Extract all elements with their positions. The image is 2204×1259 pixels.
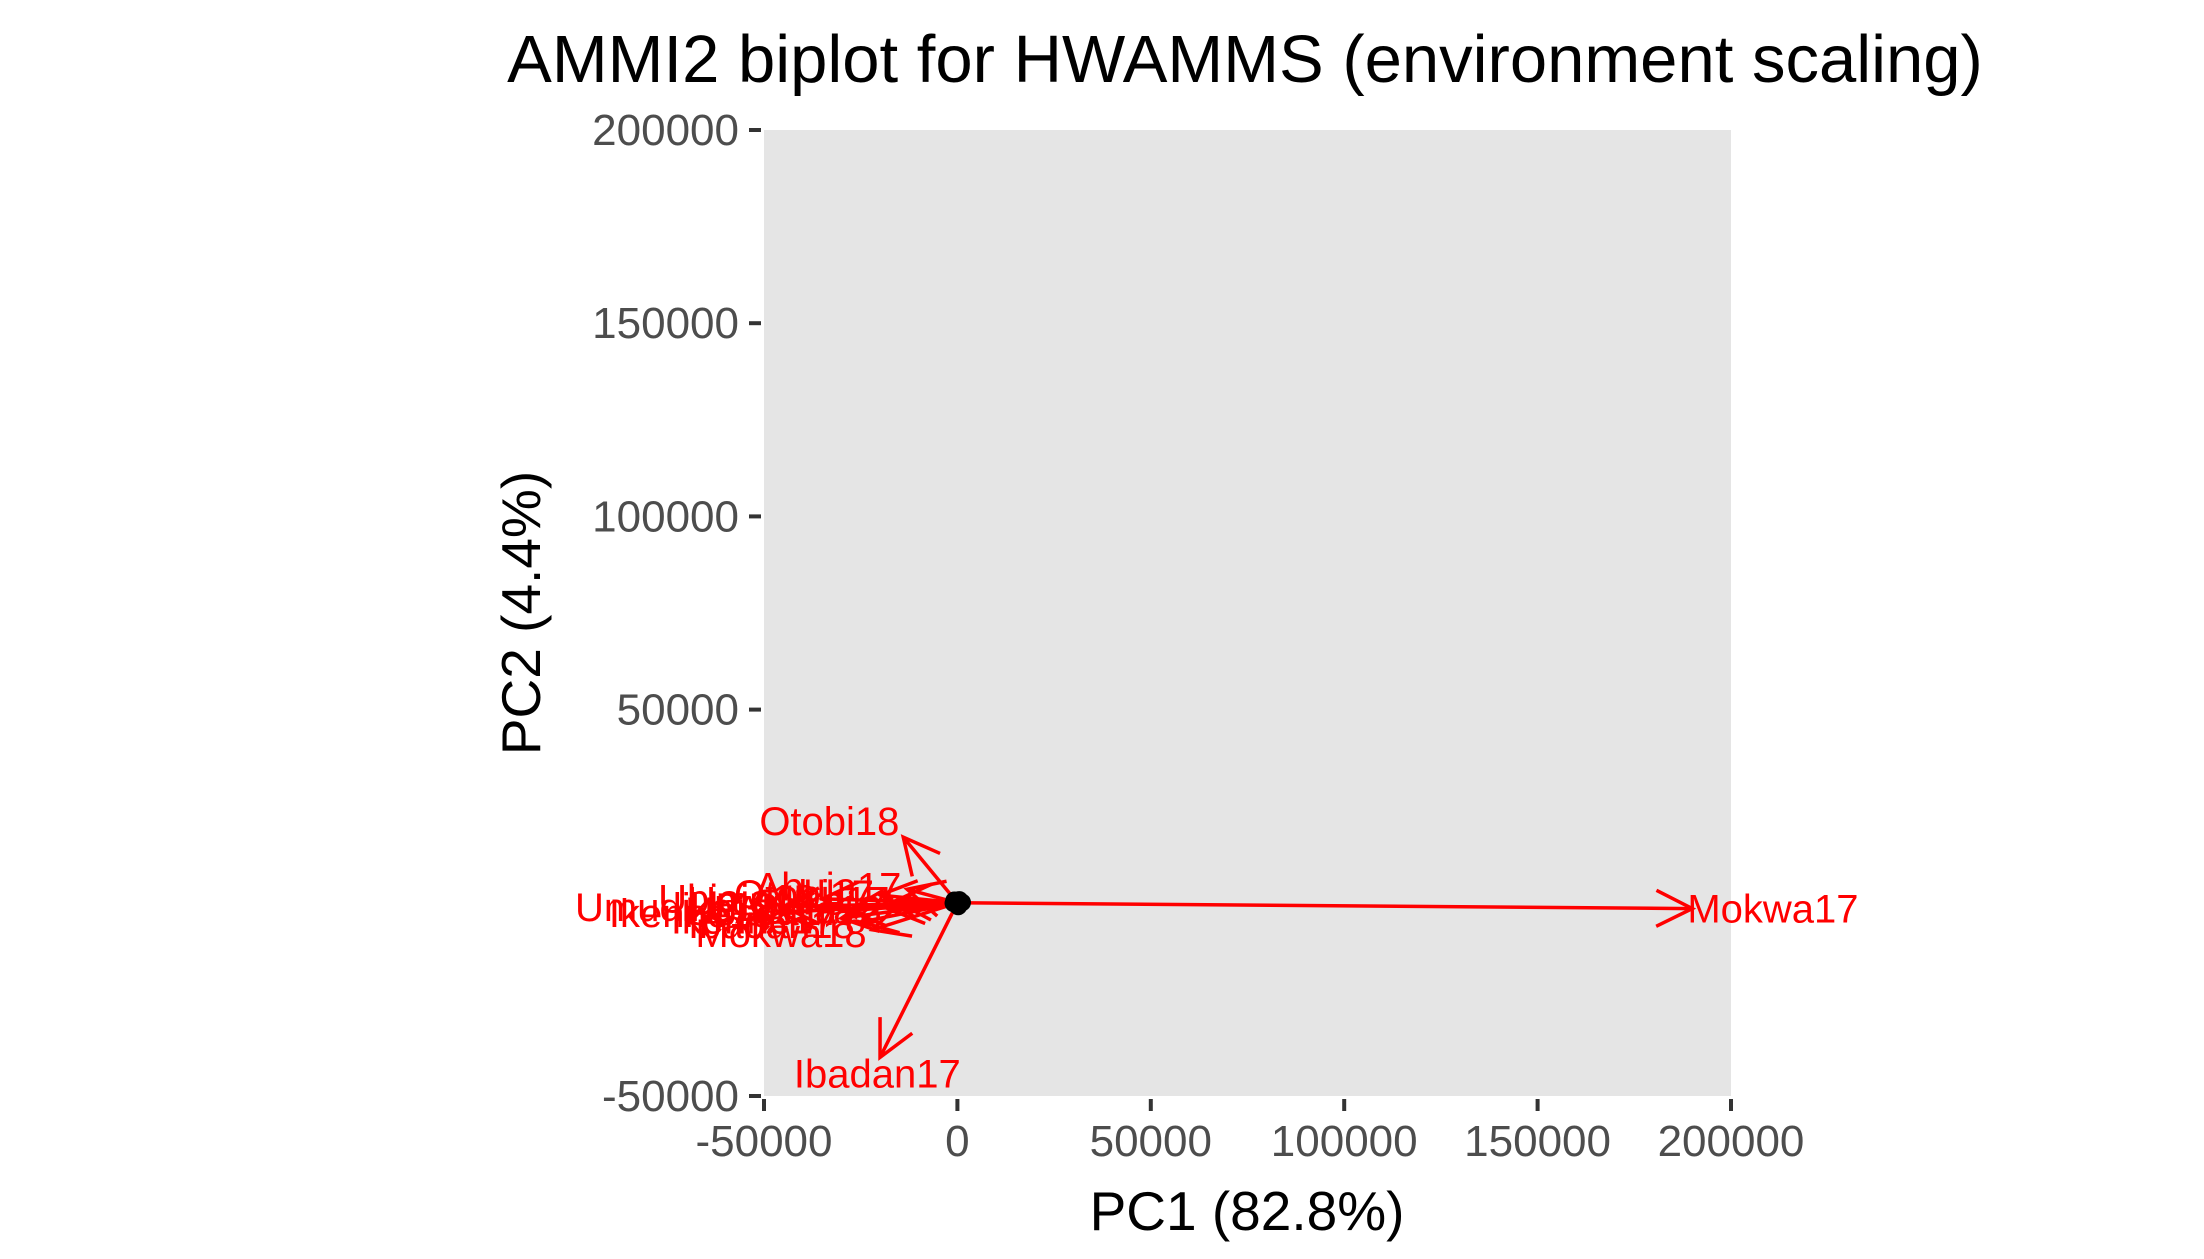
environment-label: Ikenne18 [609, 892, 774, 936]
y-tick-label: 200000 [592, 106, 739, 155]
environment-label: Otobi18 [759, 800, 899, 844]
plot-panel [764, 130, 1731, 1096]
y-tick-label: 50000 [617, 686, 739, 735]
environment-label: Ubiaja18 [658, 878, 816, 922]
environment-label: Umudike17 [687, 880, 889, 924]
genotype-points [944, 891, 972, 916]
y-axis: -50000 50000 100000 150000 200000 [592, 106, 761, 1121]
environment-arrow [878, 902, 959, 1061]
x-axis-title: PC1 (82.8%) [1090, 1180, 1405, 1242]
x-tick-label: 0 [945, 1117, 969, 1166]
genotype-point [949, 897, 968, 916]
x-tick-label: 100000 [1271, 1117, 1418, 1166]
y-tick-label: 100000 [592, 492, 739, 541]
x-tick-label: 50000 [1090, 1117, 1212, 1166]
y-tick-label: -50000 [602, 1072, 739, 1121]
environment-label: Ikenne17 [671, 899, 836, 943]
environment-label: Mokwa17 [1687, 888, 1858, 932]
environment-arrow [957, 888, 1697, 928]
x-tick-label: 150000 [1464, 1117, 1611, 1166]
x-tick-label: -50000 [695, 1117, 832, 1166]
environment-label: Abuja18 [735, 888, 882, 932]
environment-label: Otobi17 [734, 873, 874, 917]
environment-label: Ibadan18 [688, 903, 855, 947]
y-tick-label: 150000 [592, 299, 739, 348]
environment-label: Umudike18 [575, 886, 777, 930]
environment-label: Ubiaja17 [685, 890, 843, 934]
environment-arrow [900, 834, 959, 904]
environment-label: Mokwa18 [695, 912, 866, 956]
y-axis-title: PC2 (4.4%) [490, 471, 552, 755]
chart-title: AMMI2 biplot for HWAMMS (environment sca… [507, 22, 1983, 97]
environment-labels: Mokwa17 Ibadan17 Otobi18 Abuja17Umudike18Ik… [575, 800, 1859, 1096]
x-axis: -50000 0 50000 100000 150000 200000 [695, 1099, 1804, 1166]
environment-label: Abuja17 [755, 866, 902, 910]
environment-arrows [775, 834, 1697, 1061]
environment-label: Ibadan17 [794, 1052, 961, 1096]
x-tick-label: 200000 [1658, 1117, 1805, 1166]
